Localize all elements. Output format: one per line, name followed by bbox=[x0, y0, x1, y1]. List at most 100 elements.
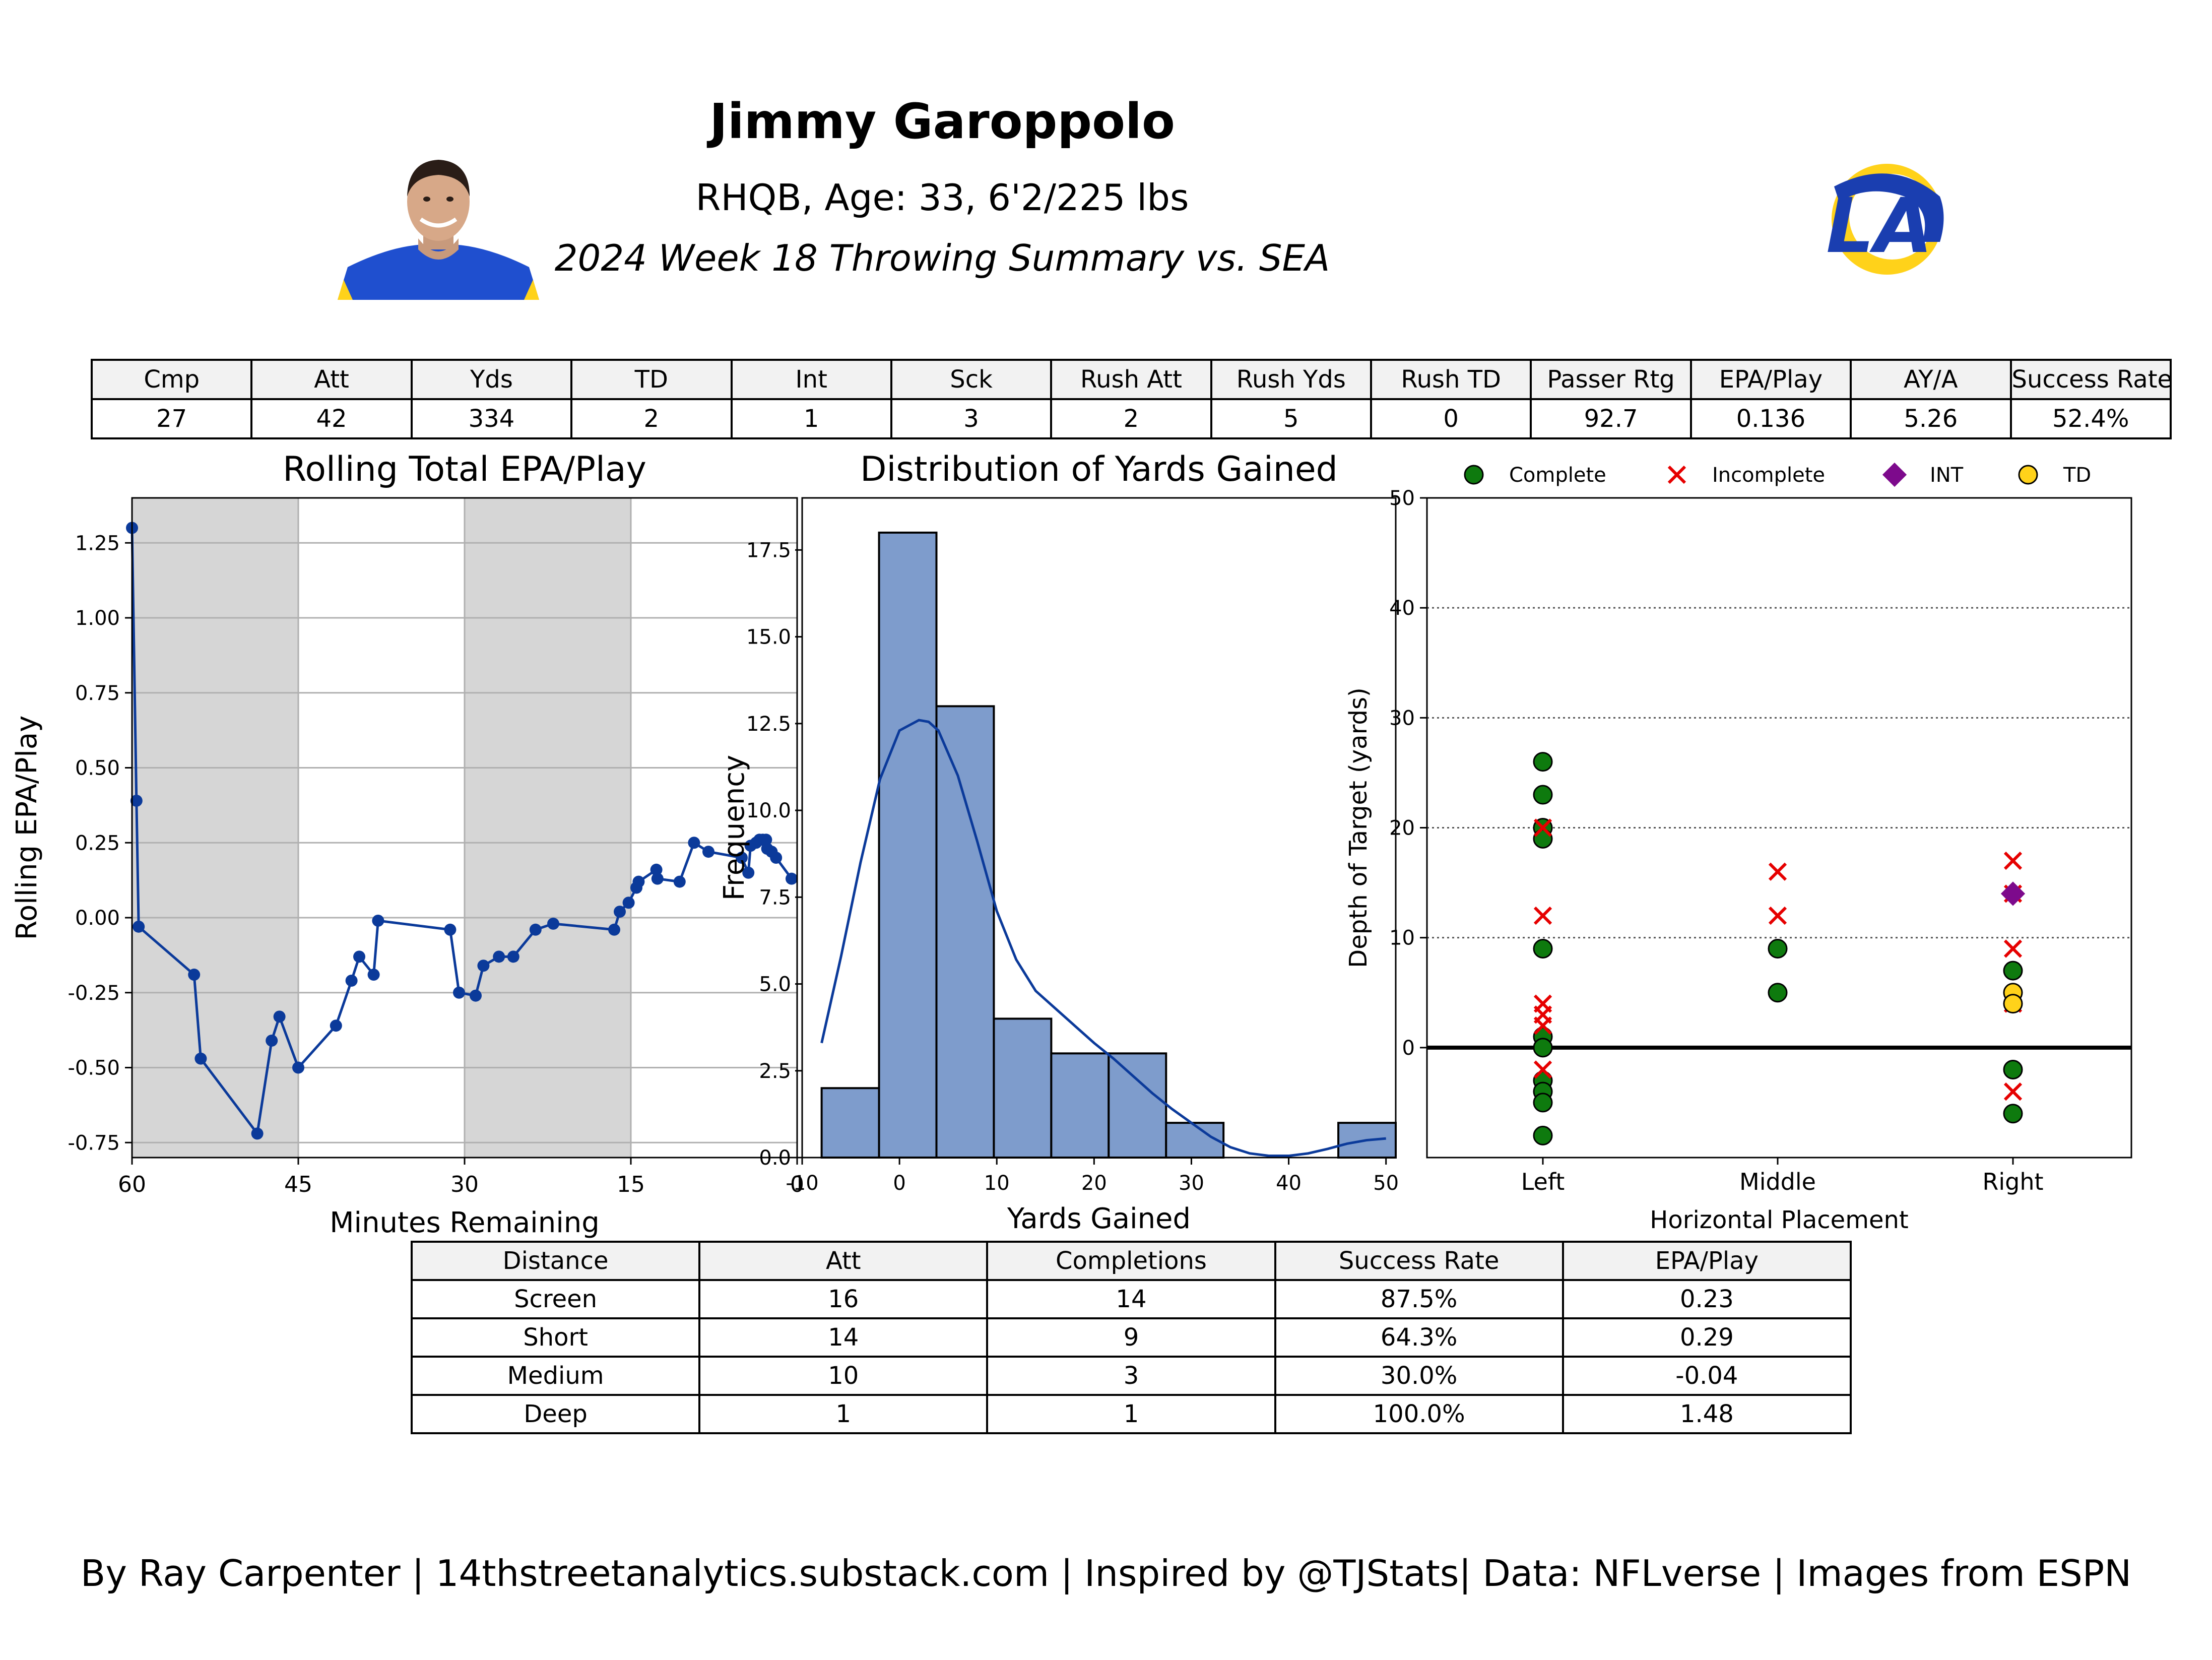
y-tick-label: 0.50 bbox=[75, 757, 120, 780]
distance-cell: Short bbox=[410, 1317, 701, 1358]
stats-header-cell: Int bbox=[730, 359, 892, 400]
distance-cell: 87.5% bbox=[1274, 1279, 1564, 1319]
histogram-bar bbox=[820, 1087, 880, 1159]
quarter-shade bbox=[465, 498, 631, 1158]
epa-point bbox=[529, 923, 542, 936]
epa-point bbox=[130, 794, 143, 807]
stats-header-cell: AY/A bbox=[1850, 359, 2012, 400]
complete-marker bbox=[2003, 1059, 2023, 1079]
histogram-bar bbox=[935, 705, 995, 1159]
legend-label: INT bbox=[1930, 464, 1964, 487]
stats-header-cell: Success Rate bbox=[2009, 359, 2172, 400]
epa-point bbox=[702, 846, 714, 858]
stats-value-cell: 92.7 bbox=[1530, 398, 1692, 439]
distance-cell: -0.04 bbox=[1562, 1356, 1852, 1396]
x-tick-label: Left bbox=[1521, 1168, 1565, 1195]
x-tick-label: 50 bbox=[1373, 1172, 1399, 1195]
distance-header-cell: EPA/Play bbox=[1562, 1241, 1852, 1281]
epa-point bbox=[632, 875, 645, 888]
int-marker bbox=[2000, 881, 2026, 906]
x-tick-label: 10 bbox=[984, 1172, 1010, 1195]
epa-point bbox=[292, 1061, 304, 1074]
histogram-bar bbox=[993, 1017, 1053, 1159]
distance-cell: 0.29 bbox=[1562, 1317, 1852, 1358]
int-marker bbox=[1882, 462, 1907, 487]
rolling-epa-chart: -0.75 -0.50 -0.25 0.00 0.25 0.50 0.75 1.00 1.25 6… bbox=[11, 450, 804, 1239]
distance-cell: 10 bbox=[698, 1356, 989, 1396]
distance-cell: Medium bbox=[410, 1356, 701, 1396]
complete-marker bbox=[1533, 1038, 1553, 1058]
y-tick-label: 30 bbox=[1389, 707, 1415, 730]
y-tick-label: 7.5 bbox=[759, 886, 791, 909]
distance-header-cell: Completions bbox=[986, 1241, 1276, 1281]
y-tick-label: 1.00 bbox=[75, 607, 120, 630]
incomplete-marker bbox=[1768, 862, 1787, 881]
epa-point bbox=[353, 950, 365, 963]
td-marker bbox=[2018, 465, 2038, 485]
distance-row: Screen 16 14 87.5% 0.23 bbox=[410, 1279, 1852, 1319]
stats-value-cell: 0 bbox=[1370, 398, 1532, 439]
y-tick-label: 10.0 bbox=[746, 799, 791, 822]
distance-table: Distance Att Completions Success Rate EPA/Pl… bbox=[410, 1241, 1852, 1434]
epa-point bbox=[614, 906, 626, 918]
distance-header-row: Distance Att Completions Success Rate EPA/Pl… bbox=[410, 1241, 1852, 1281]
stats-header-cell: Rush Yds bbox=[1210, 359, 1373, 400]
complete-marker bbox=[2003, 1104, 2023, 1124]
epa-point bbox=[273, 1010, 286, 1023]
x-tick-label: 0 bbox=[790, 1172, 804, 1197]
y-tick-label: 10 bbox=[1389, 927, 1415, 950]
incomplete-marker bbox=[1768, 906, 1787, 925]
plot-frame bbox=[131, 497, 798, 1159]
stats-header-cell: Rush Att bbox=[1050, 359, 1212, 400]
epa-point bbox=[736, 852, 748, 864]
summary-title: 2024 Week 18 Throwing Summary vs. SEA bbox=[554, 237, 1330, 279]
stats-value-row: 27 42 334 2 1 3 2 5 0 92.7 0.136 5.26 52.4% bbox=[90, 398, 2172, 439]
x-tick-label: 0 bbox=[893, 1172, 905, 1195]
distance-cell: 3 bbox=[986, 1356, 1276, 1396]
epa-point bbox=[650, 863, 663, 876]
td-marker bbox=[2003, 994, 2023, 1014]
epa-point bbox=[453, 986, 465, 999]
stats-header-row: Cmp Att Yds TD Int Sck Rush Att Rush Yds Rush TD… bbox=[90, 359, 2172, 400]
stats-value-cell: 0.136 bbox=[1689, 398, 1852, 439]
incomplete-marker bbox=[1533, 906, 1552, 925]
y-axis-label: Depth of Target (yards) bbox=[1344, 687, 1373, 968]
epa-point bbox=[444, 923, 457, 936]
legend-label: TD bbox=[2063, 464, 2091, 487]
y-tick-label: 17.5 bbox=[746, 539, 791, 562]
plot-frame bbox=[801, 497, 1397, 1159]
y-tick-label: 0 bbox=[1402, 1037, 1415, 1060]
y-tick-label: 5.0 bbox=[759, 973, 791, 996]
logo-text: LA bbox=[1826, 182, 1933, 270]
stats-header-cell: Yds bbox=[410, 359, 573, 400]
distance-cell: 9 bbox=[986, 1317, 1276, 1358]
legend-label: Incomplete bbox=[1712, 464, 1825, 487]
y-tick-label: 0.75 bbox=[75, 682, 120, 705]
stats-header-cell: EPA/Play bbox=[1689, 359, 1852, 400]
stats-value-cell: 5 bbox=[1210, 398, 1373, 439]
chart-title: Rolling Total EPA/Play bbox=[283, 450, 646, 489]
player-headshot-icon bbox=[338, 160, 539, 300]
histogram-bar bbox=[1108, 1052, 1167, 1159]
y-tick-label: 50 bbox=[1389, 487, 1415, 510]
stats-header-cell: Att bbox=[250, 359, 413, 400]
incomplete-marker bbox=[1667, 465, 1686, 484]
histogram-bar bbox=[1050, 1052, 1110, 1159]
x-tick-label: 20 bbox=[1081, 1172, 1107, 1195]
epa-point bbox=[330, 1019, 342, 1032]
stats-value-cell: 1 bbox=[730, 398, 892, 439]
epa-point bbox=[742, 866, 755, 879]
stats-header-cell: Sck bbox=[890, 359, 1053, 400]
x-axis-label: Yards Gained bbox=[1007, 1202, 1191, 1235]
x-tick-label: 60 bbox=[118, 1172, 146, 1197]
distance-cell: 0.23 bbox=[1562, 1279, 1852, 1319]
epa-point bbox=[688, 837, 700, 849]
stats-header-cell: Rush TD bbox=[1370, 359, 1532, 400]
epa-point bbox=[760, 834, 772, 846]
distance-cell: 100.0% bbox=[1274, 1394, 1564, 1434]
quarter-shade bbox=[132, 498, 298, 1158]
epa-point bbox=[651, 872, 664, 885]
complete-marker bbox=[1768, 983, 1788, 1003]
distance-row: Short 14 9 64.3% 0.29 bbox=[410, 1317, 1852, 1358]
y-axis-label: Frequency bbox=[718, 755, 751, 901]
